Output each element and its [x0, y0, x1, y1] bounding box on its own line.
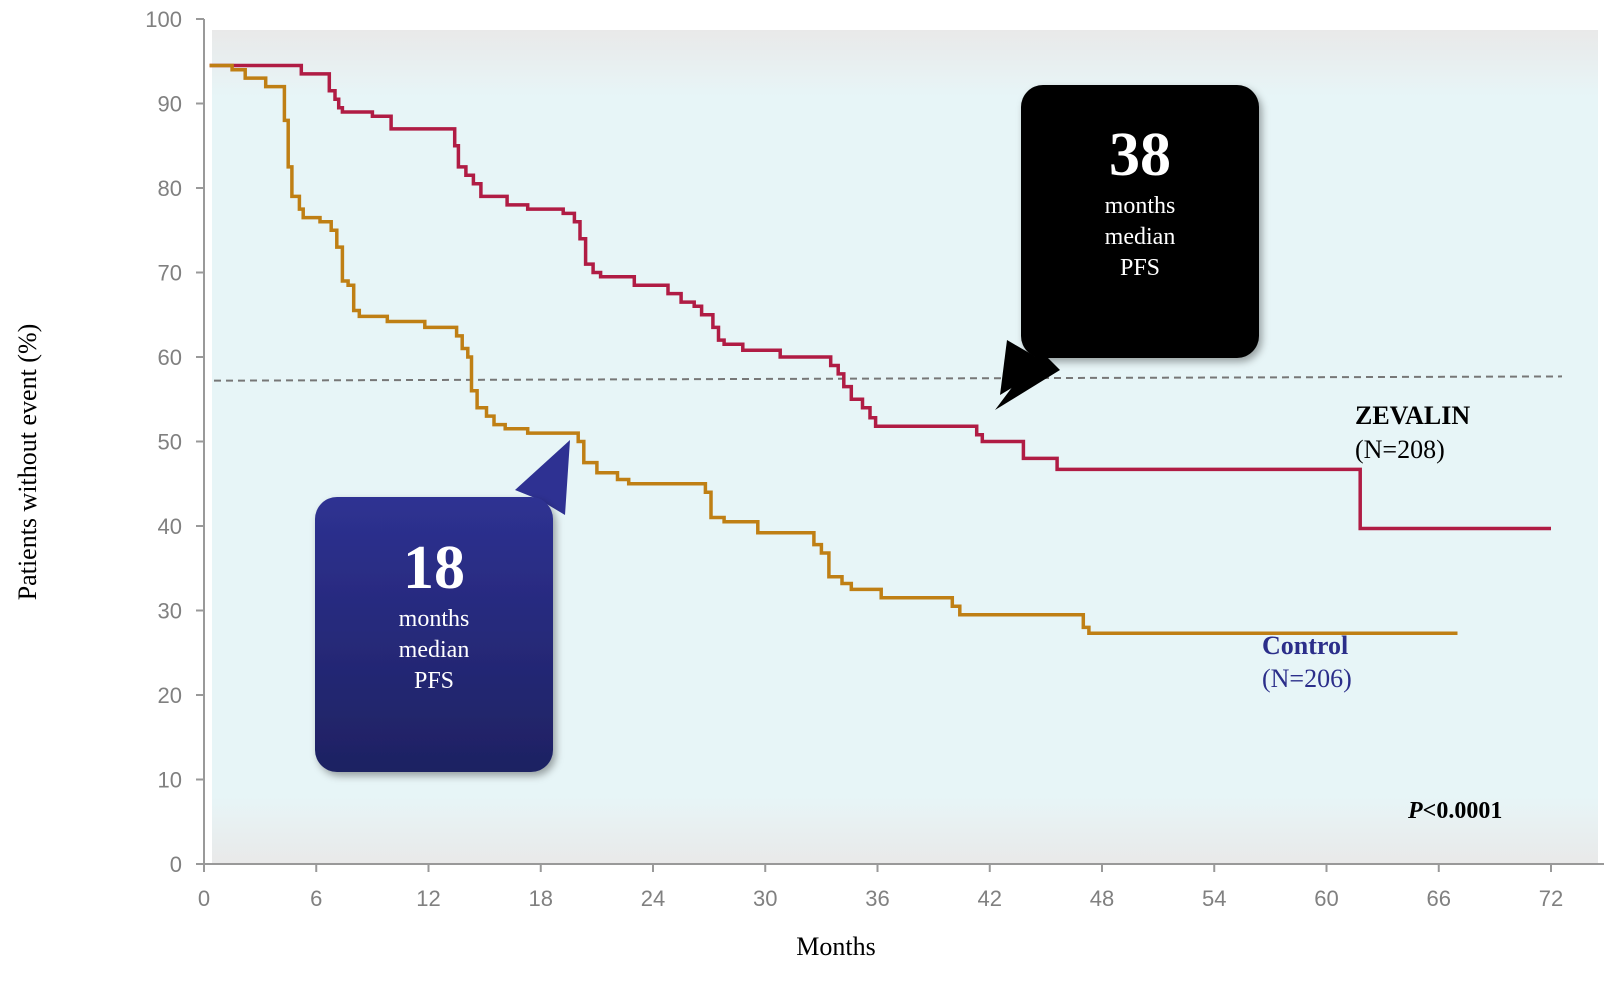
- x-tick-label: 42: [978, 886, 1002, 911]
- series-n-control: (N=206): [1262, 664, 1352, 693]
- x-tick-label: 48: [1090, 886, 1114, 911]
- callout-control-line1: months: [399, 606, 470, 632]
- series-line-control: [209, 63, 1458, 636]
- callout-zevalin-line1: months: [1105, 193, 1176, 219]
- median-reference-line: [213, 375, 1563, 382]
- series-line-zevalin: [209, 63, 1551, 531]
- y-axis-title: Patients without event (%): [13, 324, 42, 601]
- x-tick-label: 36: [865, 886, 889, 911]
- y-tick-label: 90: [158, 92, 182, 117]
- y-tick-label: 10: [158, 768, 182, 793]
- series-label-control: Control: [1262, 631, 1348, 660]
- callout-zevalin-line2: median: [1105, 224, 1176, 250]
- callout-control-line2: median: [399, 637, 470, 663]
- series-label-zevalin: ZEVALIN: [1355, 401, 1470, 430]
- callout-control-value: 18: [403, 534, 465, 602]
- x-tick-label: 0: [198, 886, 210, 911]
- x-tick-label: 30: [753, 886, 777, 911]
- y-tick-label: 70: [158, 261, 182, 286]
- x-tick-label: 54: [1202, 886, 1226, 911]
- x-tick-label: 24: [641, 886, 665, 911]
- callout-zevalin-value: 38: [1109, 121, 1171, 189]
- callout-control-median: 18 months median PFS: [315, 440, 570, 772]
- y-tick-label: 20: [158, 683, 182, 708]
- x-tick-label: 18: [529, 886, 553, 911]
- x-tick-label: 60: [1314, 886, 1338, 911]
- y-tick-label: 50: [158, 430, 182, 455]
- x-tick-label: 6: [310, 886, 322, 911]
- callout-control-line3: PFS: [414, 668, 454, 694]
- callout-zevalin-median: 38 months median PFS: [995, 85, 1259, 410]
- p-value-annotation: P<0.0001: [1407, 798, 1502, 824]
- y-tick-label: 0: [170, 852, 182, 877]
- y-tick-label: 100: [145, 7, 182, 32]
- y-tick-label: 60: [158, 345, 182, 370]
- callout-zevalin-line3: PFS: [1120, 255, 1160, 281]
- x-tick-label: 12: [416, 886, 440, 911]
- p-value-number: <0.0001: [1423, 798, 1503, 824]
- y-tick-label: 30: [158, 599, 182, 624]
- p-value-symbol: P: [1407, 798, 1423, 824]
- y-tick-label: 80: [158, 176, 182, 201]
- x-tick-label: 66: [1427, 886, 1451, 911]
- x-axis-title: Months: [796, 932, 875, 961]
- x-tick-label: 72: [1539, 886, 1563, 911]
- series-n-zevalin: (N=208): [1355, 435, 1445, 464]
- y-tick-label: 40: [158, 514, 182, 539]
